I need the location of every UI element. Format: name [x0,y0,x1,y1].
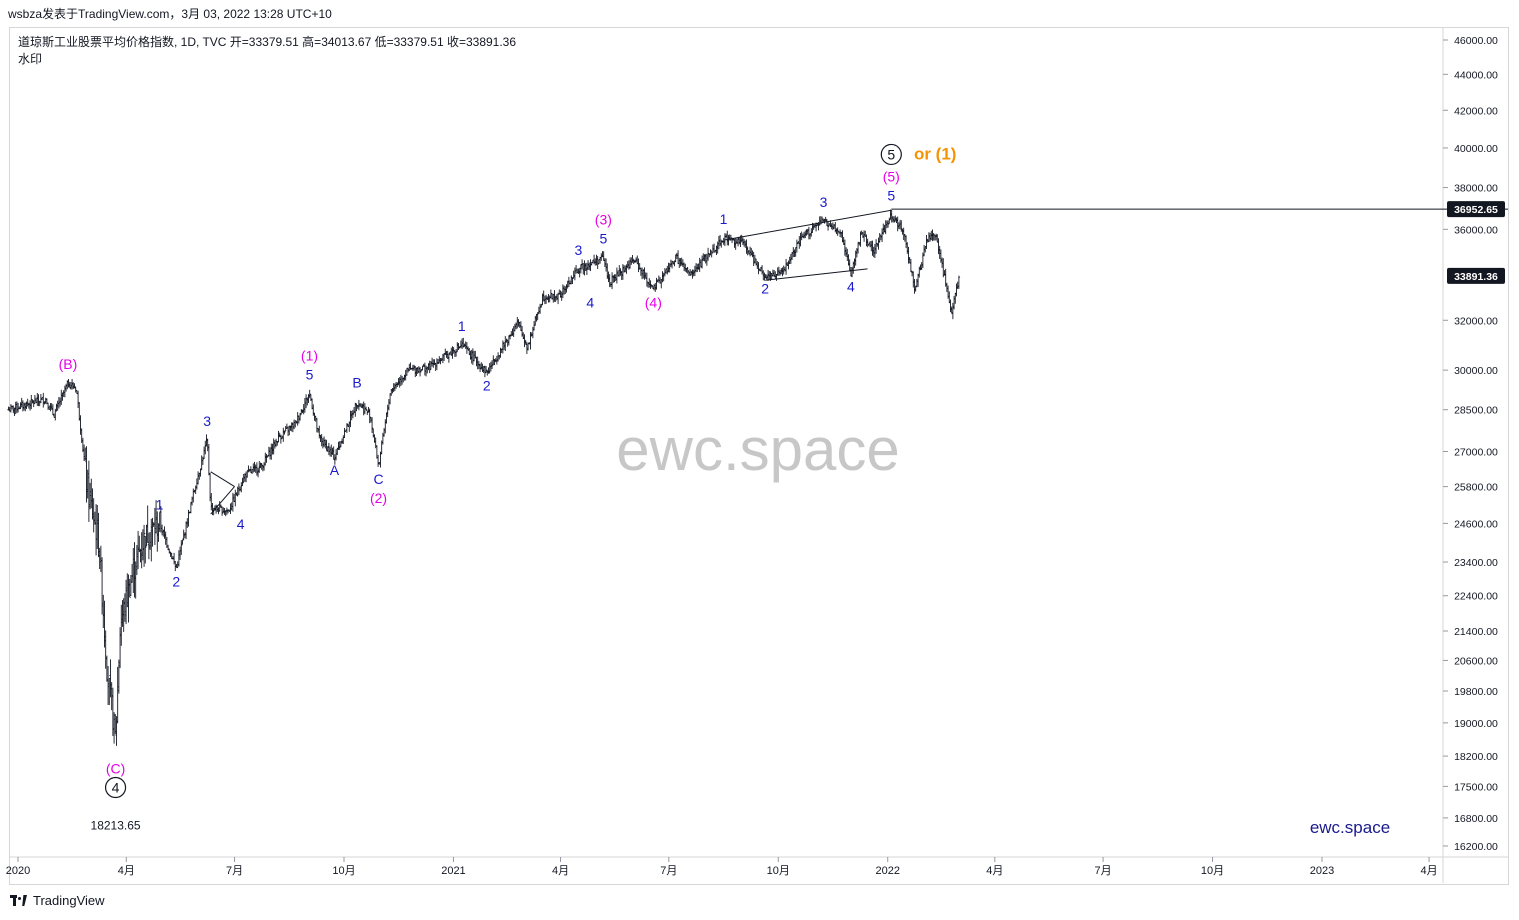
symbol-legend: 道琼斯工业股票平均价格指数, 1D, TVC 开=33379.51 高=3401… [18,34,516,68]
price-bars [7,209,961,746]
x-tick-label: 4月 [1421,865,1438,877]
y-tick-label: 20600.00 [1454,655,1498,667]
wave-label: 3 [203,413,211,429]
wave-label: 3 [820,194,828,210]
signature: ewc.space [1310,818,1390,837]
y-tick-label: 18200.00 [1454,751,1498,763]
y-tick-label: 21400.00 [1454,626,1498,638]
x-tick-label: 2023 [1310,865,1334,877]
wave-label: (4) [645,295,662,311]
x-tick-label: 2021 [441,865,465,877]
y-tick-label: 44000.00 [1454,69,1498,81]
wave-label: 5 [887,146,895,162]
wave-labels: 18213.65 (B) (C) 4 1 2 3 4 5 (1) A B C (2) 1 2 3 4 5 (3) (4)… [59,143,957,833]
trend-line [765,268,868,281]
wave-label: 5 [306,367,314,383]
x-tick-label: 10月 [1201,865,1224,877]
y-tick-label: 30000.00 [1454,365,1498,377]
tradingview-brand: TradingView [33,893,105,908]
last-price-tag: 33891.36 [1447,267,1505,284]
y-tick-label: 28500.00 [1454,405,1498,417]
y-tick-label: 19000.00 [1454,718,1498,730]
y-tick-label: 40000.00 [1454,143,1498,155]
y-tick-label: 32000.00 [1454,315,1498,327]
y-tick-label: 19800.00 [1454,686,1498,698]
trend-line [210,471,235,488]
tradingview-logo-icon [10,895,28,906]
wave-label: (3) [595,212,612,228]
wave-label: (C) [106,761,125,777]
wave-label: (5) [883,168,900,184]
y-tick-label: 46000.00 [1454,35,1498,47]
x-tick-label: 4月 [118,865,135,877]
trend-lines [210,209,892,515]
wave-label: B [352,375,361,391]
chart-frame [9,27,1509,885]
wave-circle [880,143,902,166]
x-tick-label: 7月 [1095,865,1112,877]
publisher-line: wsbza发表于TradingView.com，3月 03, 2022 13:2… [8,7,332,21]
price-tag-bg [1447,267,1505,284]
wave-circle [104,776,127,799]
watermark: ewc.space [616,416,899,483]
x-tick-label: 7月 [226,865,243,877]
x-tick-label: 2020 [6,865,30,877]
price-tags: 36952.65 33891.36 [1447,201,1505,284]
symbol-line[interactable]: 道琼斯工业股票平均价格指数, 1D, TVC 开=33379.51 高=3401… [18,35,517,49]
wave-label: 1 [458,318,466,334]
x-axis: 2020 4月 7月 10月 2021 4月 7月 10月 2022 4月 7月 10月 2023 4月 [6,857,1438,877]
wave-label: 1 [720,211,728,227]
y-axis: 46000.00 44000.00 42000.00 40000.00 38000.00… [1443,35,1498,853]
wave-label: or (1) [914,144,957,163]
price-tag-label: 33891.36 [1454,271,1498,283]
level-price-tag: 36952.65 [1447,201,1505,218]
x-tick-label: 2022 [875,865,899,877]
circled-wave-label: 5 [880,143,902,166]
wave-label: 2 [483,378,491,394]
wave-label: 4 [847,278,855,294]
price-tag-label: 36952.65 [1454,204,1498,216]
tradingview-footer[interactable]: TradingView [10,893,105,908]
x-tick-label: 4月 [552,865,569,877]
x-tick-label: 10月 [332,865,355,877]
wave-label: (B) [59,356,78,372]
wave-label: 4 [586,295,594,311]
x-tick-label: 4月 [986,865,1003,877]
wave-label: 2 [761,281,769,297]
wave-label: A [330,462,340,478]
y-tick-label: 25800.00 [1454,482,1498,494]
trend-line [210,486,235,515]
y-tick-label: 27000.00 [1454,446,1498,458]
y-tick-label: 22400.00 [1454,591,1498,603]
wave-label: 2 [172,574,180,590]
y-tick-label: 23400.00 [1454,557,1498,569]
y-tick-label: 38000.00 [1454,183,1498,195]
signature-text: ewc.space [1310,818,1390,837]
watermark-text: ewc.space [616,416,899,483]
x-tick-label: 7月 [660,865,677,877]
y-tick-label: 16800.00 [1454,813,1498,825]
wave-label: 4 [112,780,120,796]
y-tick-label: 16200.00 [1454,841,1498,853]
wave-label: (2) [370,490,387,506]
trend-line [723,209,892,241]
wave-label: C [373,471,383,487]
low-price-annotation: 18213.65 [91,819,141,833]
y-tick-label: 24600.00 [1454,518,1498,530]
wave-label: 4 [237,516,245,532]
wave-label: (1) [301,348,318,364]
wave-label: 3 [574,242,582,258]
circled-wave-label: 4 [104,776,127,799]
x-tick-label: 10月 [767,865,790,877]
wave-label: 1 [156,496,164,512]
watermark-label: 水印 [18,52,43,66]
wave-label: 5 [887,187,895,203]
price-tag-bg [1447,201,1505,218]
y-tick-label: 17500.00 [1454,781,1498,793]
wave-label: 5 [599,231,607,247]
y-tick-label: 36000.00 [1454,224,1498,236]
y-tick-label: 42000.00 [1454,105,1498,117]
